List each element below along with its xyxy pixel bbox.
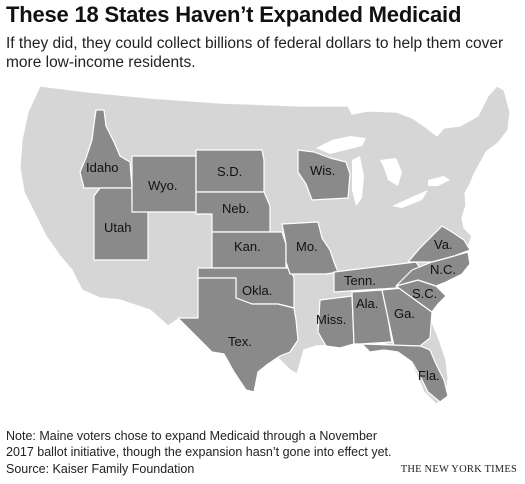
label-mississippi: Miss.: [316, 312, 346, 327]
label-north-carolina: N.C.: [430, 262, 456, 277]
label-wyoming: Wyo.: [148, 178, 178, 193]
map-title: These 18 States Haven’t Expanded Medicai…: [6, 2, 462, 27]
lake-superior: [316, 136, 366, 154]
label-idaho: Idaho: [86, 160, 119, 175]
map-subtitle: If they did, they could collect billions…: [6, 35, 504, 71]
label-georgia: Ga.: [394, 306, 415, 321]
label-oklahoma: Okla.: [242, 283, 272, 298]
label-south-dakota: S.D.: [217, 164, 242, 179]
label-utah: Utah: [104, 220, 131, 235]
state-north-carolina: [395, 251, 471, 287]
label-tennessee: Tenn.: [344, 273, 376, 288]
publisher-credit: THE NEW YORK TIMES: [400, 464, 517, 475]
lake-ontario: [428, 176, 450, 186]
source-line: Source: Kaiser Family Foundation: [6, 462, 195, 476]
label-nebraska: Neb.: [222, 201, 249, 216]
lake-huron: [380, 158, 402, 186]
state-south-dakota: [195, 149, 265, 193]
label-virginia: Va.: [434, 237, 453, 252]
label-alabama: Ala.: [356, 296, 378, 311]
label-texas: Tex.: [228, 334, 252, 349]
lake-michigan: [352, 156, 364, 206]
state-wisconsin: [297, 149, 351, 201]
footnote: Note: Maine voters chose to expand Medic…: [6, 429, 392, 459]
label-florida: Fla.: [418, 368, 440, 383]
lake-erie: [392, 190, 428, 208]
label-south-carolina: S.C.: [412, 286, 437, 301]
label-missouri: Mo.: [296, 239, 318, 254]
us-map: Idaho Wyo. S.D. Wis. Neb. Utah Kan. Mo. …: [19, 85, 511, 405]
label-kansas: Kan.: [234, 239, 261, 254]
state-virginia: [407, 225, 471, 263]
state-texas: [177, 277, 299, 393]
label-wisconsin: Wis.: [310, 163, 335, 178]
state-florida: [361, 343, 449, 403]
